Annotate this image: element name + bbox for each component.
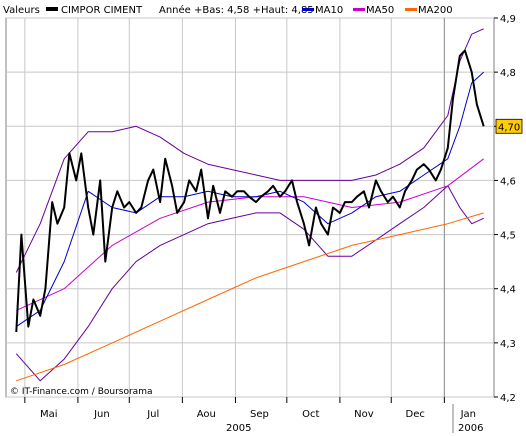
legend-ma200: MA200 xyxy=(418,5,453,16)
legend-ma50-swatch xyxy=(353,8,365,11)
y-tick-label: 4,2 xyxy=(500,393,516,404)
x-month-label: Sep xyxy=(250,409,269,420)
series-line-bollinger-upper xyxy=(15,28,484,273)
last-value-badge: 4,70 xyxy=(495,118,523,134)
x-axis-ticks: Mai Jun Jul Aou Sep Oct Nov Dec Jan xyxy=(24,397,476,420)
plot-area xyxy=(5,17,495,398)
y-axis-ticks: 4,24,34,44,54,64,74,84,9 xyxy=(494,14,516,404)
y-tick-label: 4,5 xyxy=(500,231,516,242)
year-label-2006: 2006 xyxy=(458,423,483,434)
credit-text: © IT-Finance.com / Boursorama xyxy=(10,387,152,397)
series-line-cimpor-ciment xyxy=(15,49,485,333)
y-tick-label: 4,4 xyxy=(500,285,516,296)
series-line-bollinger-lower xyxy=(15,185,484,382)
x-month-label: Jan xyxy=(460,409,476,420)
x-month-label: Aou xyxy=(197,409,216,420)
year-label-2005: 2005 xyxy=(226,423,251,434)
legend-ma200-swatch xyxy=(405,8,417,11)
last-value-label: 4,70 xyxy=(498,122,520,133)
x-month-label: Nov xyxy=(354,409,374,420)
legend: Valeurs CIMPOR CIMENT Année +Bas: 4,58 +… xyxy=(3,4,453,16)
x-month-label: Dec xyxy=(406,409,425,420)
x-month-label: Mai xyxy=(40,409,58,420)
x-month-label: Jun xyxy=(93,409,110,420)
last-value-box xyxy=(495,118,523,134)
legend-ma10: MA10 xyxy=(315,5,343,16)
y-tick-label: 4,9 xyxy=(500,14,516,25)
x-month-label: Jul xyxy=(146,409,159,420)
y-tick-label: 4,8 xyxy=(500,68,516,79)
series-line-ma10 xyxy=(16,71,485,328)
y-tick-label: 4,6 xyxy=(500,176,516,187)
grid-lines xyxy=(6,17,494,398)
legend-price-swatch xyxy=(46,7,58,11)
x-month-label: Oct xyxy=(302,409,319,420)
series-lines xyxy=(15,28,485,382)
legend-ma10-swatch xyxy=(302,8,314,11)
legend-ma50: MA50 xyxy=(366,5,394,16)
y-tick-label: 4,3 xyxy=(500,339,516,350)
series-line-ma200 xyxy=(16,212,484,382)
legend-stock-name: CIMPOR CIMENT xyxy=(61,5,143,16)
legend-year-range: Année +Bas: 4,58 +Haut: 4,85 xyxy=(159,4,314,16)
legend-title: Valeurs xyxy=(3,5,40,16)
